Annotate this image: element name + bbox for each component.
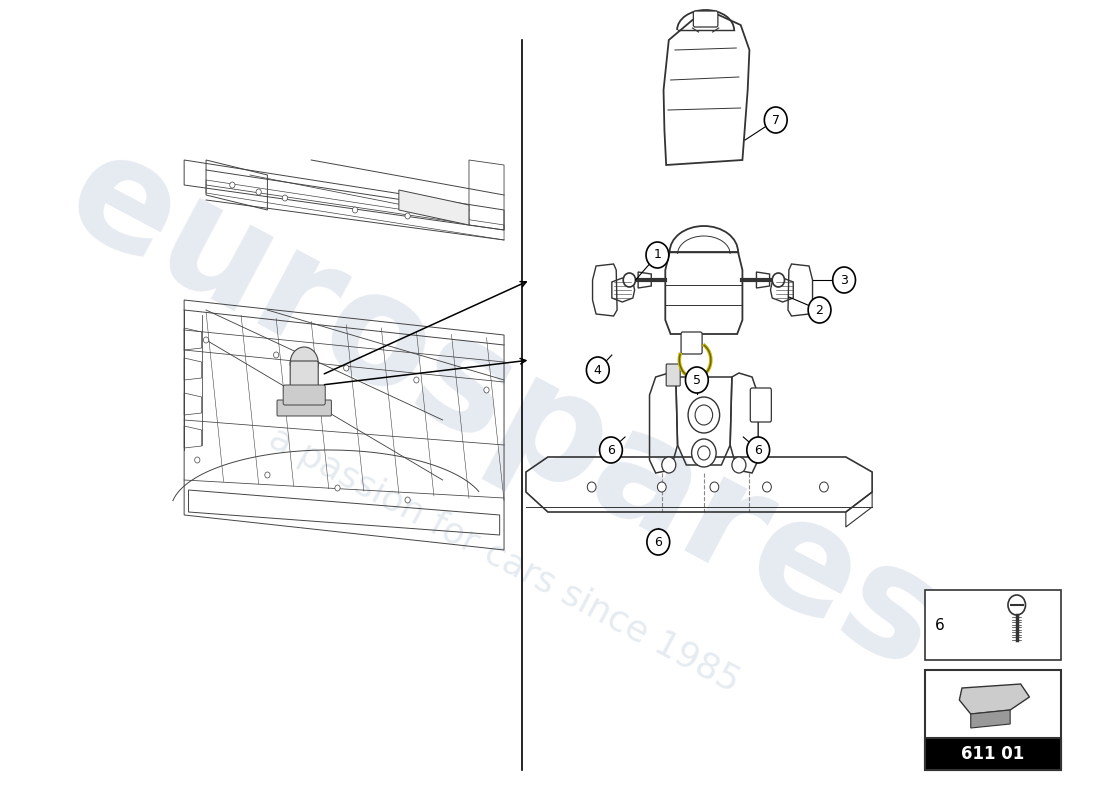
Circle shape bbox=[405, 497, 410, 503]
Circle shape bbox=[600, 437, 623, 463]
Circle shape bbox=[710, 482, 718, 492]
Text: 6: 6 bbox=[607, 443, 615, 457]
Circle shape bbox=[695, 405, 713, 425]
Text: 4: 4 bbox=[594, 363, 602, 377]
Circle shape bbox=[283, 195, 287, 201]
Circle shape bbox=[762, 482, 771, 492]
Circle shape bbox=[274, 352, 278, 358]
Text: 3: 3 bbox=[840, 274, 848, 286]
Text: 7: 7 bbox=[772, 114, 780, 126]
Circle shape bbox=[662, 457, 675, 473]
FancyBboxPatch shape bbox=[925, 738, 1060, 770]
FancyBboxPatch shape bbox=[667, 364, 680, 386]
FancyBboxPatch shape bbox=[925, 670, 1060, 770]
FancyBboxPatch shape bbox=[283, 385, 326, 405]
Polygon shape bbox=[970, 710, 1010, 728]
Text: eurospares: eurospares bbox=[43, 118, 966, 702]
Circle shape bbox=[195, 457, 200, 463]
Text: 1: 1 bbox=[653, 249, 661, 262]
Text: 6: 6 bbox=[935, 618, 945, 633]
Circle shape bbox=[658, 482, 667, 492]
Circle shape bbox=[808, 297, 830, 323]
Circle shape bbox=[624, 273, 636, 287]
Circle shape bbox=[587, 482, 596, 492]
Circle shape bbox=[343, 365, 349, 371]
Circle shape bbox=[685, 367, 708, 393]
Circle shape bbox=[484, 387, 490, 393]
Circle shape bbox=[290, 347, 318, 379]
Circle shape bbox=[697, 446, 710, 460]
Circle shape bbox=[1008, 595, 1025, 615]
FancyBboxPatch shape bbox=[290, 361, 318, 389]
Circle shape bbox=[230, 182, 235, 188]
FancyBboxPatch shape bbox=[693, 11, 718, 27]
Text: 611 01: 611 01 bbox=[961, 745, 1024, 763]
Circle shape bbox=[265, 472, 269, 478]
Circle shape bbox=[405, 213, 410, 219]
Circle shape bbox=[764, 107, 788, 133]
Text: 5: 5 bbox=[693, 374, 701, 386]
Text: 2: 2 bbox=[815, 303, 824, 317]
Text: 6: 6 bbox=[755, 443, 762, 457]
Circle shape bbox=[414, 377, 419, 383]
Circle shape bbox=[352, 207, 358, 213]
Circle shape bbox=[646, 242, 669, 268]
Circle shape bbox=[689, 397, 719, 433]
Circle shape bbox=[732, 457, 746, 473]
Circle shape bbox=[586, 357, 609, 383]
FancyBboxPatch shape bbox=[277, 400, 331, 416]
FancyBboxPatch shape bbox=[750, 388, 771, 422]
Text: 6: 6 bbox=[654, 535, 662, 549]
Circle shape bbox=[833, 267, 856, 293]
FancyBboxPatch shape bbox=[925, 590, 1060, 660]
Circle shape bbox=[747, 437, 770, 463]
Polygon shape bbox=[959, 684, 1030, 714]
Circle shape bbox=[647, 529, 670, 555]
Polygon shape bbox=[399, 190, 469, 225]
Text: a passion for cars since 1985: a passion for cars since 1985 bbox=[263, 421, 745, 699]
FancyBboxPatch shape bbox=[681, 332, 702, 354]
Circle shape bbox=[334, 485, 340, 491]
Circle shape bbox=[820, 482, 828, 492]
Circle shape bbox=[772, 273, 784, 287]
Circle shape bbox=[692, 439, 716, 467]
Circle shape bbox=[204, 337, 209, 343]
Circle shape bbox=[256, 189, 262, 195]
